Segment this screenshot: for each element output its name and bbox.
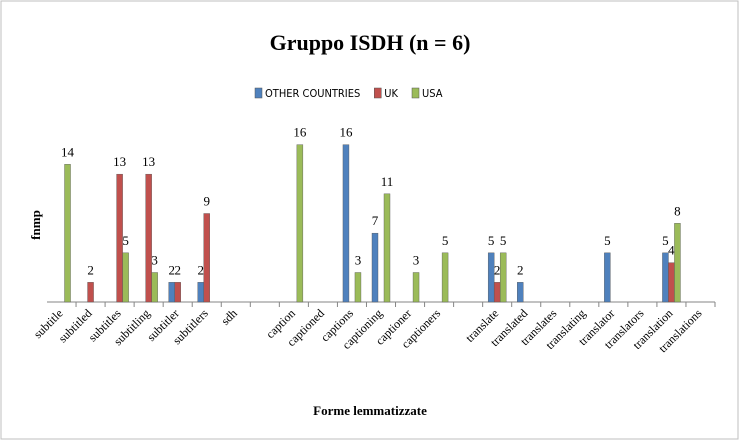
bar — [517, 282, 524, 303]
data-label: 3 — [151, 253, 158, 268]
bar — [412, 272, 420, 303]
bar — [168, 282, 175, 303]
data-label: 13 — [142, 154, 155, 169]
data-label: 2 — [494, 262, 501, 277]
bar — [174, 282, 181, 303]
legend-label: OTHER COUNTRIES — [265, 87, 360, 100]
bar — [493, 282, 501, 303]
data-label: 13 — [113, 154, 126, 169]
bar — [383, 193, 391, 303]
data-label: 5 — [604, 233, 611, 248]
data-label: 5 — [500, 233, 507, 248]
bar — [145, 173, 152, 303]
data-label: 2 — [197, 262, 204, 277]
data-label: 16 — [339, 125, 353, 140]
data-label: 5 — [662, 233, 669, 248]
data-label: 5 — [488, 233, 495, 248]
bar — [197, 282, 204, 303]
x-axis-label: Forme lemmatizzate — [313, 403, 427, 418]
bar — [668, 262, 675, 303]
legend-swatch — [374, 87, 382, 99]
data-label: 4 — [668, 243, 675, 258]
bar — [64, 164, 71, 303]
bar — [296, 144, 304, 303]
data-label: 2 — [168, 262, 175, 277]
bar — [122, 252, 129, 303]
bar — [371, 232, 379, 303]
bar — [151, 272, 158, 303]
data-label: 7 — [372, 213, 379, 228]
data-label: 14 — [61, 144, 75, 159]
data-label: 8 — [674, 203, 681, 218]
data-label: 2 — [87, 262, 94, 277]
bar — [499, 252, 507, 303]
chart-title: Gruppo ISDH (n = 6) — [270, 30, 471, 55]
data-label: 3 — [413, 253, 420, 268]
data-label: 11 — [381, 174, 394, 189]
data-label: 5 — [442, 233, 449, 248]
legend-swatch — [254, 87, 263, 99]
bar — [203, 213, 210, 303]
bar — [441, 252, 449, 303]
bar — [662, 252, 669, 303]
bar — [674, 223, 681, 303]
legend-swatch — [411, 87, 420, 99]
legend-label: UK — [384, 87, 398, 100]
bar — [354, 272, 362, 303]
bar — [342, 144, 350, 303]
bar — [604, 252, 611, 303]
bar — [487, 252, 495, 303]
legend-label: USA — [422, 87, 443, 100]
data-label: 9 — [203, 194, 210, 209]
bar — [116, 173, 123, 303]
bar — [87, 282, 94, 303]
y-axis-label: fnmp — [28, 210, 43, 240]
data-label: 2 — [174, 262, 181, 277]
data-label: 2 — [517, 262, 524, 277]
data-label: 5 — [122, 233, 129, 248]
data-label: 16 — [293, 125, 307, 140]
data-label: 3 — [355, 253, 362, 268]
